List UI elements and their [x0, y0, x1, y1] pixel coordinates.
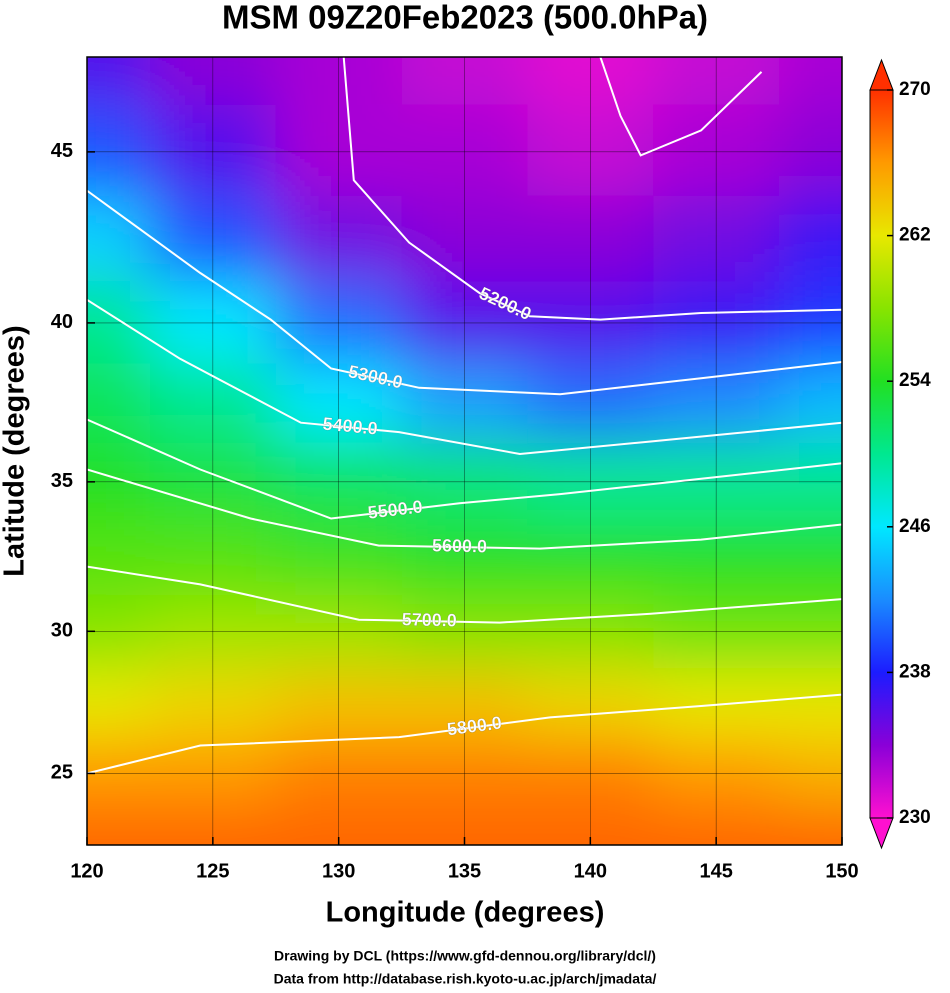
contour-line — [87, 189, 842, 396]
field-cell — [779, 809, 842, 845]
field-cell — [779, 363, 842, 444]
field-cell — [779, 281, 842, 364]
colorbar-fill — [869, 89, 894, 819]
field-cell — [779, 104, 842, 196]
chart-title: MSM 09Z20Feb2023 (500.0hPa) — [222, 0, 708, 36]
contour-line — [87, 298, 842, 456]
y-tick-label: 30 — [51, 620, 73, 642]
contour-line — [342, 57, 842, 321]
footer-line: Drawing by DCL (https://www.gfd-dennou.o… — [274, 948, 656, 964]
contour-label: 5700.0 — [402, 609, 457, 630]
y-tick-label: 35 — [51, 470, 73, 492]
colorbar-tick-label: 246 — [899, 516, 931, 537]
contour-line — [87, 468, 842, 550]
contour-line — [87, 418, 842, 520]
x-tick-label: 130 — [322, 860, 355, 882]
y-axis-label: Latitude (degrees) — [0, 325, 31, 576]
x-axis-label: Longitude (degrees) — [326, 897, 605, 929]
field-cell — [87, 738, 150, 810]
contour-line — [599, 57, 763, 157]
field-cell — [87, 520, 150, 595]
contour-line — [87, 693, 842, 775]
y-tick-label: 25 — [51, 762, 73, 784]
x-tick-label: 135 — [448, 860, 481, 882]
contour-label: 5600.0 — [432, 535, 487, 556]
field-cell — [779, 520, 842, 595]
field-cell — [779, 57, 842, 105]
y-tick-label: 40 — [51, 311, 73, 333]
x-tick-label: 125 — [196, 860, 229, 882]
axes: 120 125 130 135 140 145 150 25 30 35 40 45 — [51, 140, 859, 882]
colorbar-extend-bottom — [869, 817, 894, 850]
field-cell — [779, 667, 842, 739]
field-cell — [87, 667, 150, 739]
field-cell — [779, 738, 842, 810]
field-cell — [87, 281, 150, 364]
field-cell — [87, 195, 150, 282]
field-cell — [87, 57, 150, 105]
y-tick-label: 45 — [51, 140, 73, 162]
colorbar-tick-label: 262 — [899, 225, 931, 246]
contour-line — [87, 565, 842, 624]
field-cell — [779, 195, 842, 282]
colorbar-tick-label: 254 — [899, 370, 931, 391]
x-tick-label: 145 — [699, 860, 732, 882]
x-tick-label: 120 — [70, 860, 103, 882]
x-tick-label: 150 — [825, 860, 858, 882]
footer-line: Data from http://database.rish.kyoto-u.a… — [274, 971, 657, 987]
colorbar-extend-top — [869, 58, 894, 91]
field-cell — [87, 104, 150, 196]
colorbar-tick-label: 270 — [899, 79, 931, 100]
colorbar: 230 238 246 254 262 270 — [869, 58, 931, 850]
colorbar-tick-label: 238 — [899, 661, 931, 682]
x-tick-label: 140 — [574, 860, 607, 882]
colorbar-tick-label: 230 — [899, 807, 931, 828]
field-cell — [87, 809, 150, 845]
field-cell — [87, 363, 150, 444]
